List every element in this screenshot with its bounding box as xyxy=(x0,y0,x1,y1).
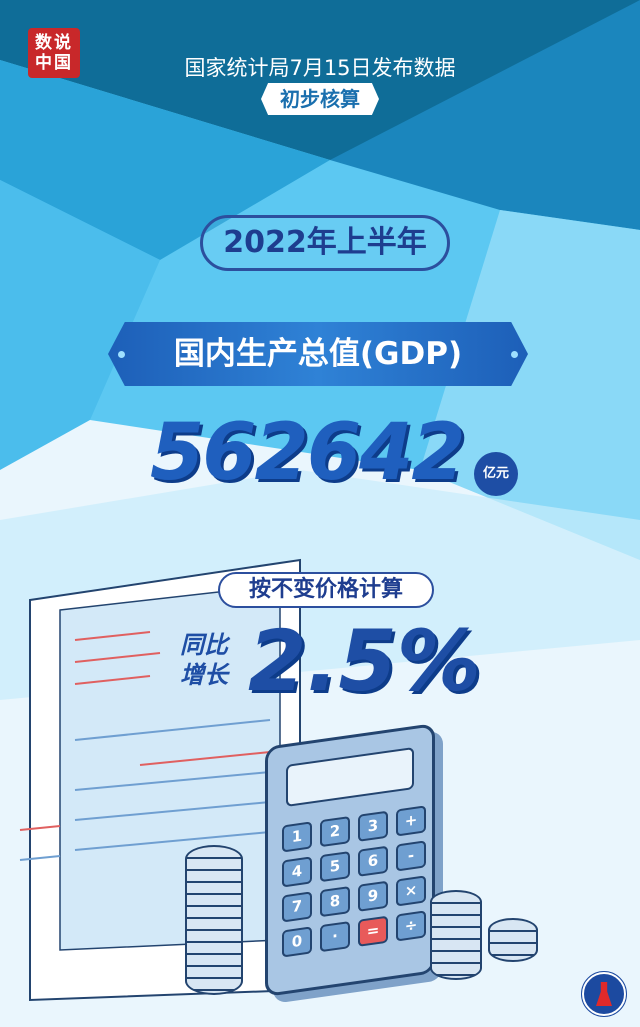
calculator-keys: 1 2 3 +4 5 6- 7 8 9 × 0 · = ÷ xyxy=(282,805,426,958)
calculator-key: 8 xyxy=(320,886,350,918)
calculator-key: + xyxy=(396,805,426,837)
preliminary-badge: 初步核算 xyxy=(261,83,379,115)
calculator-key: 7 xyxy=(282,891,312,923)
calculator-key: 6 xyxy=(358,845,388,877)
calculator-key: 1 xyxy=(282,821,312,853)
growth-label-line-1: 同比 xyxy=(180,631,228,659)
logo-line-2: 中国 xyxy=(35,53,73,73)
calculator-icon: 1 2 3 +4 5 6- 7 8 9 × 0 · = ÷ xyxy=(265,723,435,997)
calculator-screen xyxy=(286,747,414,807)
calculator-key: 4 xyxy=(282,856,312,888)
period-pill: 2022年上半年 xyxy=(200,215,450,271)
coin-stack-short xyxy=(488,918,538,962)
logo-line-1: 数说 xyxy=(35,33,73,53)
calculator-key: × xyxy=(396,875,426,907)
ribbon-dot-left xyxy=(118,351,125,358)
coin-stack-medium xyxy=(430,890,482,980)
calculator-key: 9 xyxy=(358,880,388,912)
calculator-key: = xyxy=(358,915,388,947)
calculator-key: 0 xyxy=(282,926,312,958)
calculator-key: ÷ xyxy=(396,910,426,942)
calculator-key: 3 xyxy=(358,810,388,842)
xinhua-logo xyxy=(581,971,627,1017)
ribbon-dot-right xyxy=(511,351,518,358)
coin-stack-tall xyxy=(185,845,243,995)
gdp-ribbon: 国内生产总值(GDP) xyxy=(108,322,528,386)
gdp-label: 国内生产总值(GDP) xyxy=(173,336,463,372)
shuo-shuo-zhongguo-logo: 数说 中国 xyxy=(28,28,80,78)
calculator-key: 5 xyxy=(320,851,350,883)
price-basis-pill: 按不变价格计算 xyxy=(218,572,434,608)
calculator-key: - xyxy=(396,840,426,872)
gdp-unit: 亿元 xyxy=(474,452,518,496)
growth-value: 2.5% xyxy=(248,612,481,710)
header-title: 国家统计局7月15日发布数据 xyxy=(184,56,456,80)
gdp-value: 562642 xyxy=(150,408,466,498)
growth-label-line-2: 增长 xyxy=(180,661,228,689)
calculator-key: · xyxy=(320,921,350,953)
growth-label: 同比 增长 xyxy=(180,630,250,690)
calculator-key: 2 xyxy=(320,816,350,848)
